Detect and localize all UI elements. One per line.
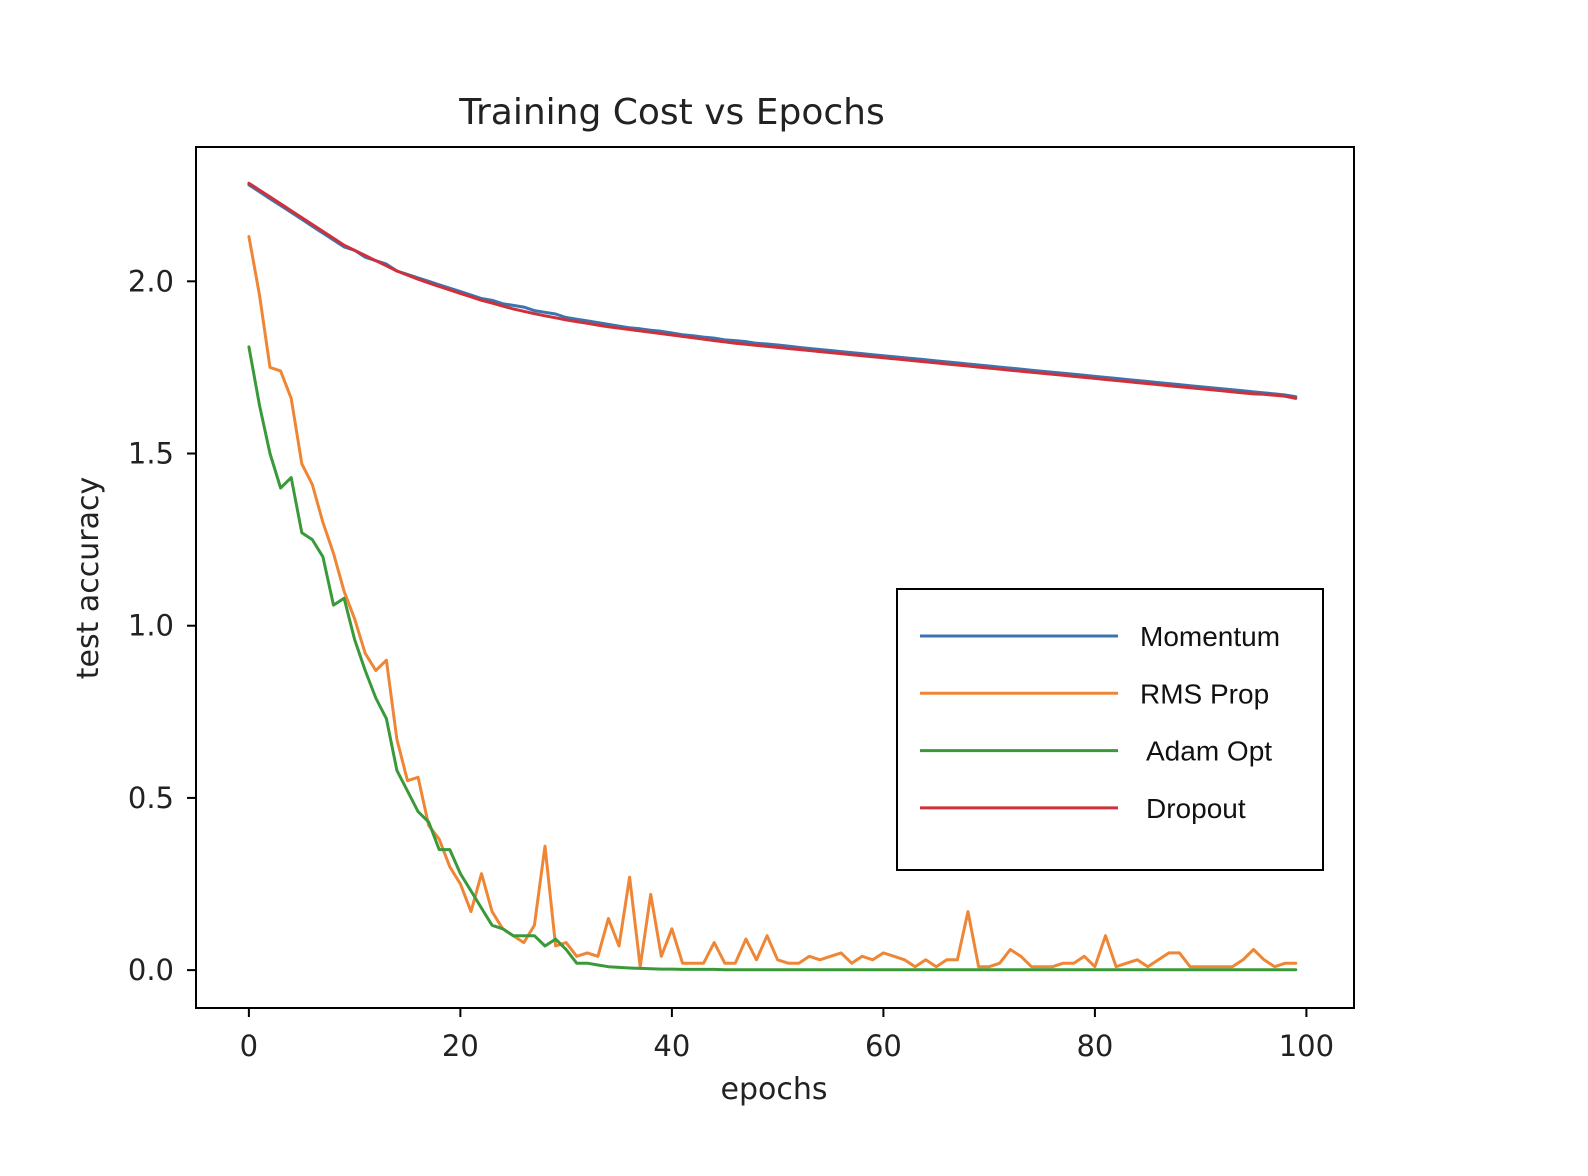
legend-label-rms-prop: RMS Prop bbox=[1140, 678, 1269, 709]
legend-label-adam-opt: Adam Opt bbox=[1146, 736, 1272, 767]
y-tick-label: 1.5 bbox=[128, 437, 174, 471]
legend: Momentum RMS Prop Adam Opt Dropout bbox=[896, 588, 1324, 871]
series-line-adam-opt bbox=[247, 345, 1298, 972]
y-tick-label: 0.0 bbox=[128, 953, 174, 987]
x-tick-label: 0 bbox=[240, 1029, 258, 1063]
plot-frame bbox=[195, 146, 1355, 1009]
y-axis-label: test accuracy bbox=[71, 477, 106, 680]
series-line-dropout bbox=[247, 181, 1298, 400]
x-axis: 0 20 40 60 80 100 bbox=[240, 1008, 1334, 1063]
x-tick-label: 60 bbox=[865, 1029, 902, 1063]
y-tick-label: 0.5 bbox=[128, 781, 174, 815]
chart-title: Training Cost vs Epochs bbox=[458, 92, 884, 133]
legend-entries: Momentum RMS Prop Adam Opt Dropout bbox=[920, 621, 1280, 824]
y-tick-label: 1.0 bbox=[128, 609, 174, 643]
x-tick-label: 100 bbox=[1279, 1029, 1334, 1063]
x-tick-label: 80 bbox=[1076, 1029, 1113, 1063]
x-tick-label: 20 bbox=[442, 1029, 479, 1063]
x-axis-label: epochs bbox=[721, 1072, 828, 1107]
y-axis: 0.0 0.5 1.0 1.5 2.0 bbox=[128, 264, 196, 987]
x-tick-label: 40 bbox=[653, 1029, 690, 1063]
legend-label-momentum: Momentum bbox=[1140, 621, 1280, 652]
series-layer bbox=[247, 181, 1298, 972]
y-tick-label: 2.0 bbox=[128, 264, 174, 298]
legend-label-dropout: Dropout bbox=[1146, 793, 1246, 824]
series-line-rms-prop bbox=[247, 235, 1298, 969]
